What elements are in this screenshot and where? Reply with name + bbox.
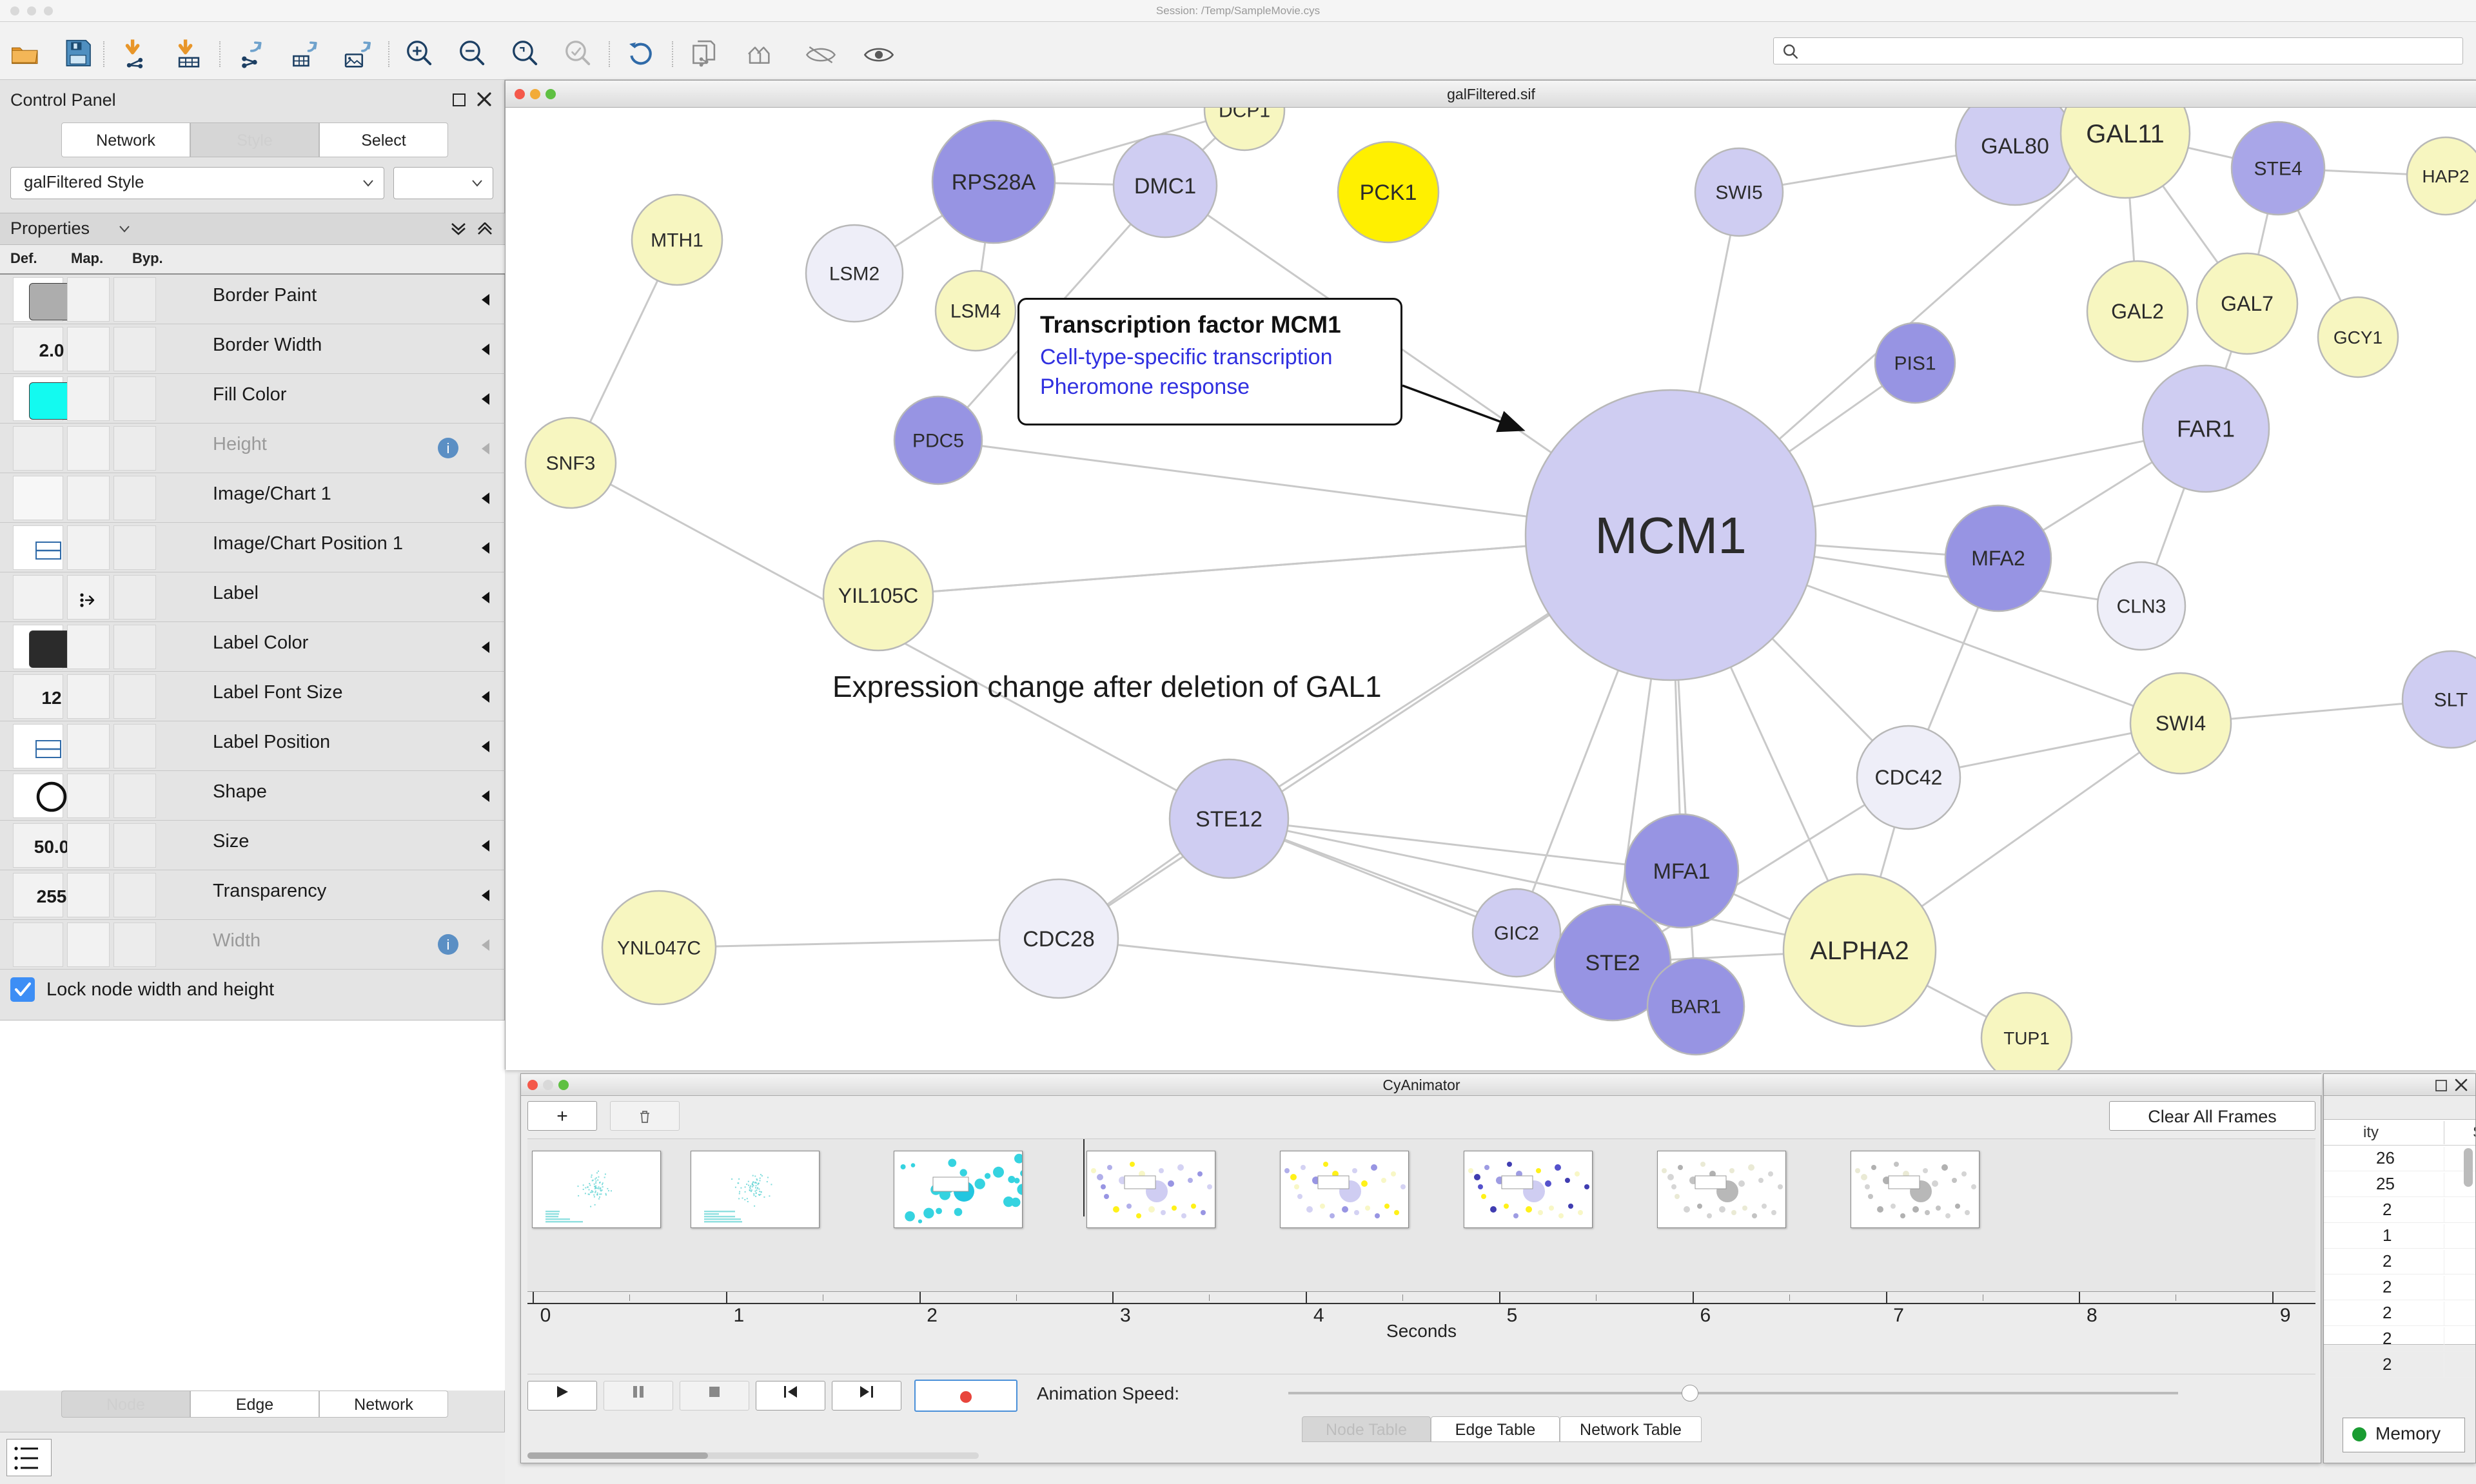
svg-text:i: i bbox=[447, 937, 450, 953]
svg-text:i: i bbox=[447, 440, 450, 456]
